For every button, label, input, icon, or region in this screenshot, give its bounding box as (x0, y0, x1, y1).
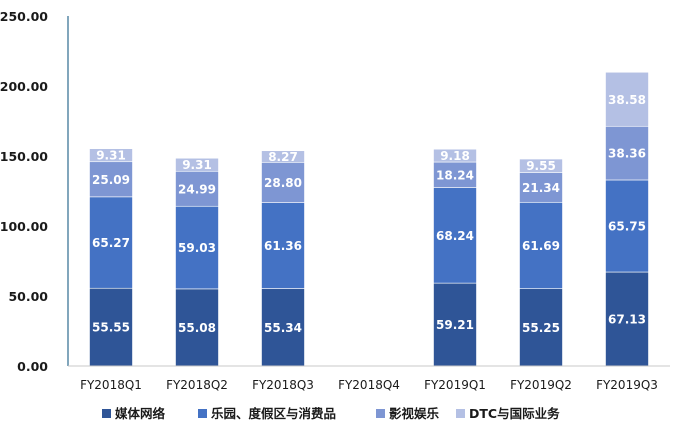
legend-label: DTC与国际业务 (469, 406, 560, 421)
bar-segment (605, 179, 649, 273)
data-label: 65.27 (92, 236, 130, 250)
data-label: 67.13 (608, 313, 646, 327)
data-label: 55.34 (264, 321, 302, 335)
data-label: 68.24 (436, 229, 474, 243)
legend-label: 媒体网络 (115, 406, 166, 421)
legend: 媒体网络 乐园、度假区与消费品 影视娱乐 DTC与国际业务 (102, 406, 560, 421)
legend-swatch (456, 409, 465, 418)
data-label: 38.58 (608, 93, 646, 107)
bar-segment (519, 288, 563, 367)
bar-segment (175, 157, 219, 172)
legend-swatch (376, 409, 385, 418)
data-label: 9.18 (440, 149, 470, 163)
legend-label: 乐园、度假区与消费品 (211, 406, 336, 421)
data-label: 55.08 (178, 321, 216, 335)
data-labels: 55.55 65.27 25.09 9.31 55.08 59.03 24.99 9.31 55… (92, 93, 646, 335)
y-tick-label: 0.00 (17, 359, 48, 374)
y-tick-label: 200.00 (0, 79, 48, 94)
x-tick-label: FY2019Q1 (424, 378, 486, 392)
y-axis: 0.00 50.00 100.00 150.00 200.00 250.00 (0, 9, 69, 374)
data-label: 18.24 (436, 168, 474, 182)
x-tick-label: FY2018Q2 (166, 378, 228, 392)
data-label: 25.09 (92, 173, 130, 187)
bar-segment (433, 282, 477, 367)
legend-item: 影视娱乐 (376, 406, 440, 421)
data-label: 55.25 (522, 321, 560, 335)
data-label: 61.69 (522, 239, 560, 253)
bar-segment (261, 150, 305, 163)
x-axis: FY2018Q1 FY2018Q2 FY2018Q3 FY2018Q4 FY2019Q1… (68, 365, 670, 392)
bar-segment (605, 125, 649, 181)
data-label: 21.34 (522, 181, 560, 195)
bar-segment (261, 162, 305, 203)
legend-item: 媒体网络 (102, 406, 166, 421)
bar-segment (175, 288, 219, 367)
x-tick-label: FY2019Q2 (510, 378, 572, 392)
bar-segment (261, 202, 305, 289)
data-label: 9.31 (96, 149, 126, 163)
data-label: 8.27 (268, 150, 298, 164)
legend-item: 乐园、度假区与消费品 (198, 406, 336, 421)
data-label: 38.36 (608, 147, 646, 161)
bar-segment (175, 205, 219, 290)
bar-segment (89, 196, 133, 289)
data-label: 28.80 (264, 176, 302, 190)
x-tick-label: FY2019Q3 (596, 378, 658, 392)
bars (89, 71, 649, 367)
legend-swatch (198, 409, 207, 418)
data-label: 59.21 (436, 318, 474, 332)
bar-segment (175, 170, 219, 207)
data-label: 55.55 (92, 321, 130, 335)
legend-label: 影视娱乐 (389, 406, 440, 421)
data-label: 59.03 (178, 241, 216, 255)
bar-segment (433, 187, 477, 284)
data-label: 9.55 (526, 159, 556, 173)
bar-segment (89, 148, 133, 163)
data-label: 9.31 (182, 158, 212, 172)
y-tick-label: 250.00 (0, 9, 48, 24)
bar-segment (433, 148, 477, 163)
bar-segment (519, 172, 563, 203)
data-label: 24.99 (178, 182, 216, 196)
legend-swatch (102, 409, 111, 418)
bar-segment (261, 288, 305, 367)
x-tick-label: FY2018Q4 (338, 378, 400, 392)
x-tick-label: FY2018Q3 (252, 378, 314, 392)
bar-segment (519, 201, 563, 289)
legend-item: DTC与国际业务 (456, 406, 560, 421)
x-tick-label: FY2018Q1 (80, 378, 142, 392)
y-tick-label: 50.00 (8, 289, 48, 304)
bar-segment (605, 71, 649, 127)
y-tick-label: 100.00 (0, 219, 48, 234)
data-label: 61.36 (264, 239, 302, 253)
bar-segment (519, 158, 563, 173)
y-tick-label: 150.00 (0, 149, 48, 164)
data-label: 65.75 (608, 219, 646, 233)
